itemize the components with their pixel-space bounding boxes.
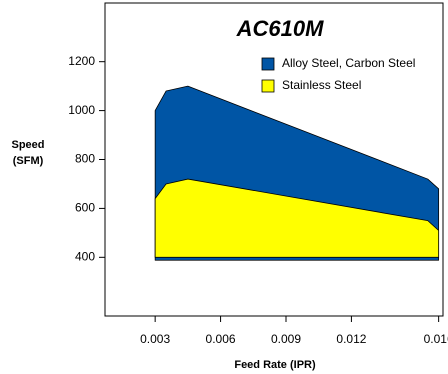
- y-tick-label: 800: [75, 152, 95, 166]
- area: [154, 178, 440, 258]
- y-axis-label: (SFM): [13, 155, 44, 167]
- x-tick-label: 0.012: [336, 332, 366, 346]
- y-tick-label: 1200: [68, 54, 95, 68]
- chart-title: AC610M: [236, 16, 324, 41]
- x-tick-label: 0.003: [140, 332, 170, 346]
- legend-swatch: [261, 57, 275, 71]
- y-tick-label: 1000: [68, 103, 95, 117]
- legend-swatch: [261, 79, 275, 93]
- y-axis-label: Speed: [11, 139, 44, 151]
- x-tick-label: 0.009: [271, 332, 301, 346]
- x-tick-label: 0.006: [206, 332, 236, 346]
- y-tick-label: 600: [75, 201, 95, 215]
- x-axis-label: Feed Rate (IPR): [234, 359, 316, 371]
- legend-label: Alloy Steel, Carbon Steel: [282, 56, 415, 70]
- legend-label: Stainless Steel: [282, 78, 361, 92]
- x-tick-label: 0.016: [424, 332, 448, 346]
- y-tick-label: 400: [75, 249, 95, 263]
